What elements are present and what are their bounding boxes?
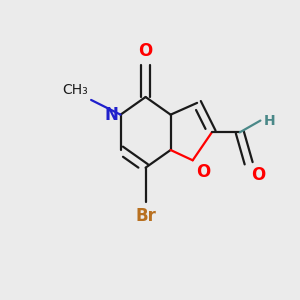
Text: O: O [252, 166, 266, 184]
Text: O: O [139, 42, 153, 60]
Text: N: N [104, 106, 118, 124]
Text: CH₃: CH₃ [62, 83, 88, 97]
Text: O: O [196, 163, 210, 181]
Text: H: H [263, 114, 275, 128]
Text: Br: Br [135, 207, 156, 225]
